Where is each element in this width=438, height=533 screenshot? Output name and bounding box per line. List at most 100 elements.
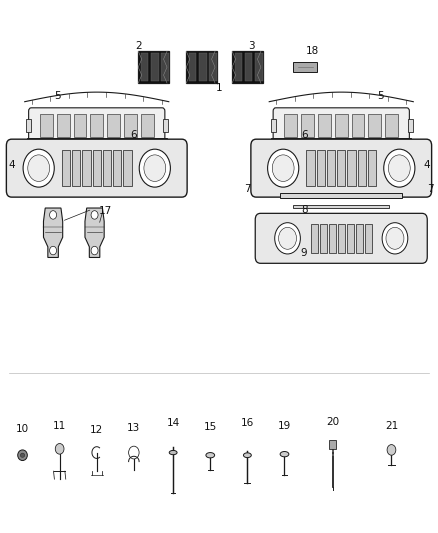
Bar xyxy=(235,53,242,81)
FancyBboxPatch shape xyxy=(28,108,165,143)
Bar xyxy=(163,119,168,132)
Text: 2: 2 xyxy=(135,41,141,51)
Bar xyxy=(124,150,132,187)
Circle shape xyxy=(55,443,64,454)
Bar xyxy=(27,138,166,142)
Bar xyxy=(346,224,354,253)
Bar xyxy=(347,150,356,187)
Text: 12: 12 xyxy=(90,425,103,435)
Bar xyxy=(317,150,325,187)
Text: 5: 5 xyxy=(377,91,384,101)
Bar xyxy=(62,150,70,187)
Bar xyxy=(328,224,336,253)
Circle shape xyxy=(387,445,396,455)
Ellipse shape xyxy=(20,453,25,457)
Bar xyxy=(161,53,169,81)
Circle shape xyxy=(28,155,49,181)
Bar xyxy=(113,150,121,187)
Circle shape xyxy=(49,211,57,219)
Bar xyxy=(26,119,31,132)
Bar xyxy=(311,224,318,253)
Bar xyxy=(318,114,331,137)
FancyBboxPatch shape xyxy=(273,108,410,143)
Bar xyxy=(141,114,153,137)
Bar xyxy=(103,150,111,187)
FancyBboxPatch shape xyxy=(7,139,187,197)
Circle shape xyxy=(384,149,415,187)
Bar xyxy=(124,114,137,137)
Bar xyxy=(335,114,348,137)
Bar xyxy=(151,53,159,81)
Bar xyxy=(93,150,101,187)
Circle shape xyxy=(389,155,410,181)
Bar xyxy=(385,114,398,137)
Bar xyxy=(40,114,53,137)
Text: 7: 7 xyxy=(427,184,434,195)
Circle shape xyxy=(139,149,170,187)
Bar xyxy=(327,150,335,187)
Text: 15: 15 xyxy=(204,422,217,432)
Circle shape xyxy=(91,211,98,219)
Bar xyxy=(352,114,364,137)
Bar xyxy=(364,224,372,253)
Bar xyxy=(408,119,413,132)
Text: 13: 13 xyxy=(127,423,141,433)
Circle shape xyxy=(382,223,408,254)
Circle shape xyxy=(386,228,404,249)
Text: 4: 4 xyxy=(423,160,430,171)
Bar xyxy=(245,53,252,81)
Bar xyxy=(209,53,217,81)
Text: 20: 20 xyxy=(326,417,339,427)
Bar xyxy=(189,53,196,81)
Circle shape xyxy=(91,246,98,255)
Bar xyxy=(285,114,297,137)
Bar xyxy=(306,150,314,187)
Text: 17: 17 xyxy=(99,206,112,216)
Bar xyxy=(107,114,120,137)
Text: 4: 4 xyxy=(8,160,15,171)
Bar xyxy=(271,119,276,132)
Bar xyxy=(138,51,169,83)
Bar xyxy=(74,114,86,137)
Text: 5: 5 xyxy=(54,91,61,101)
Bar xyxy=(337,150,345,187)
Text: 7: 7 xyxy=(244,184,251,195)
Bar xyxy=(293,62,317,72)
Circle shape xyxy=(268,149,299,187)
Polygon shape xyxy=(85,208,104,257)
Bar xyxy=(368,114,381,137)
Bar xyxy=(232,51,263,83)
Text: 18: 18 xyxy=(306,46,319,56)
Text: 16: 16 xyxy=(241,418,254,429)
Bar xyxy=(280,193,403,198)
Circle shape xyxy=(272,155,294,181)
Text: 14: 14 xyxy=(166,418,180,429)
Bar xyxy=(199,53,207,81)
Circle shape xyxy=(23,149,54,187)
Bar xyxy=(272,138,411,142)
Bar xyxy=(320,224,327,253)
FancyBboxPatch shape xyxy=(255,213,427,263)
Text: 1: 1 xyxy=(215,83,223,93)
Circle shape xyxy=(144,155,166,181)
Bar xyxy=(186,51,217,83)
Bar xyxy=(72,150,80,187)
Circle shape xyxy=(49,246,57,255)
FancyBboxPatch shape xyxy=(328,440,336,449)
Circle shape xyxy=(275,223,300,254)
Bar xyxy=(356,224,363,253)
Bar xyxy=(255,53,263,81)
Bar xyxy=(368,150,376,187)
Text: 3: 3 xyxy=(248,41,255,51)
Text: 11: 11 xyxy=(53,421,66,431)
Text: 6: 6 xyxy=(301,130,307,140)
Ellipse shape xyxy=(169,450,177,455)
Text: 10: 10 xyxy=(16,424,29,434)
Text: 19: 19 xyxy=(278,421,291,431)
Bar xyxy=(338,224,345,253)
Ellipse shape xyxy=(18,450,27,461)
Ellipse shape xyxy=(244,453,251,458)
Text: 6: 6 xyxy=(131,130,137,140)
Ellipse shape xyxy=(206,453,215,458)
Bar xyxy=(57,114,70,137)
